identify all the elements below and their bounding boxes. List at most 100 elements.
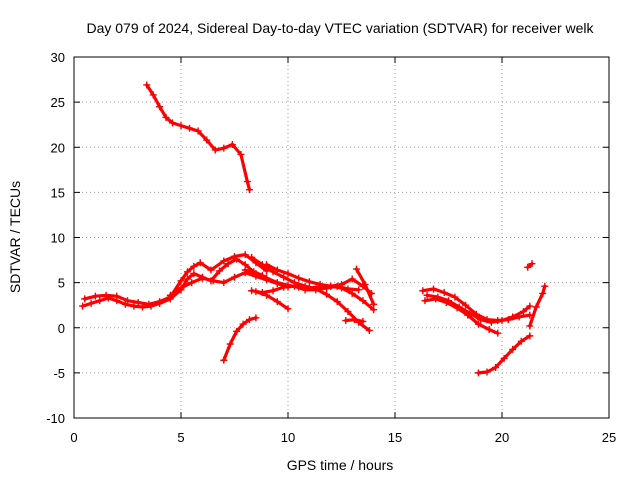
data-point — [273, 266, 281, 274]
data-point — [517, 337, 525, 345]
data-point — [248, 287, 256, 295]
data-point — [423, 291, 431, 299]
data-point — [194, 127, 202, 135]
data-point — [440, 289, 448, 297]
data-point — [316, 280, 324, 288]
data-point — [350, 316, 358, 324]
data-point — [323, 284, 331, 292]
data-point — [355, 286, 363, 294]
series-line — [145, 83, 252, 192]
data-point — [528, 260, 536, 268]
series-line — [250, 255, 371, 333]
data-point — [121, 300, 129, 308]
data-point — [237, 150, 245, 158]
data-point — [263, 274, 271, 282]
data-point — [102, 291, 110, 299]
data-point — [252, 270, 260, 278]
data-point — [519, 308, 527, 316]
data-point — [220, 356, 228, 364]
data-point — [134, 298, 142, 306]
data-point — [509, 345, 517, 353]
data-point — [348, 289, 356, 297]
data-point — [290, 282, 298, 290]
data-point — [451, 293, 459, 301]
data-point — [333, 282, 341, 290]
data-point — [419, 287, 427, 295]
data-point — [188, 279, 196, 287]
data-point — [124, 297, 131, 305]
y-tick-label: 30 — [51, 50, 65, 65]
data-point — [284, 305, 292, 313]
data-point — [190, 270, 198, 278]
data-point — [500, 354, 508, 362]
data-point — [498, 317, 506, 325]
data-point — [245, 186, 253, 194]
data-point — [81, 295, 89, 303]
data-point — [241, 251, 249, 259]
data-point — [203, 136, 211, 144]
data-point — [220, 144, 228, 152]
data-point — [509, 313, 517, 321]
data-point — [474, 320, 482, 328]
data-point — [166, 291, 174, 299]
data-point — [156, 298, 164, 306]
x-tick-label: 15 — [388, 430, 402, 445]
y-tick-label: 10 — [51, 231, 65, 246]
data-point — [239, 320, 247, 328]
data-point — [539, 289, 547, 297]
data-point — [183, 268, 191, 276]
data-point — [143, 81, 151, 89]
data-point — [273, 298, 281, 306]
series-arc-h — [252, 288, 292, 313]
data-point — [196, 259, 204, 267]
data-point — [361, 280, 369, 288]
data-point — [149, 91, 157, 99]
series-arc-e — [248, 253, 373, 334]
y-tick-label: 25 — [51, 95, 65, 110]
data-point — [248, 253, 256, 261]
data-point — [252, 314, 260, 322]
data-point — [263, 291, 271, 299]
x-tick-label: 5 — [177, 430, 184, 445]
series-line — [81, 257, 264, 309]
series-line — [528, 284, 547, 328]
data-point — [462, 301, 470, 309]
data-point — [226, 340, 234, 348]
data-point — [344, 308, 352, 316]
data-point — [284, 270, 292, 278]
data-point — [474, 369, 482, 377]
data-point — [365, 326, 373, 334]
series-arc-n — [421, 295, 502, 337]
data-point — [252, 288, 260, 296]
x-axis-title: GPS time / hours — [287, 457, 394, 473]
data-point — [487, 318, 495, 326]
data-point — [245, 316, 253, 324]
data-point — [524, 263, 532, 271]
data-point — [359, 317, 367, 325]
data-series — [79, 81, 549, 377]
data-point — [492, 363, 500, 371]
data-point — [183, 275, 191, 283]
data-point — [301, 286, 309, 294]
series-arc-a — [79, 255, 266, 311]
data-point — [485, 326, 493, 334]
data-point — [231, 273, 238, 281]
series-arc-i — [342, 316, 367, 325]
data-point — [220, 279, 228, 287]
data-point — [295, 274, 303, 282]
data-point — [526, 302, 534, 310]
x-tick-label: 25 — [602, 430, 616, 445]
data-point — [280, 283, 288, 291]
data-point — [477, 316, 485, 324]
data-point — [207, 266, 215, 274]
axis-ticks: 0 5 10 15 20 25 -10 -5 0 5 10 15 20 25 30 — [46, 50, 616, 445]
data-point — [280, 273, 288, 281]
data-point — [483, 368, 491, 376]
data-point — [231, 252, 238, 260]
x-tick-label: 0 — [70, 430, 77, 445]
x-tick-label: 10 — [281, 430, 295, 445]
data-point — [91, 292, 99, 300]
data-point — [177, 284, 185, 292]
data-point — [333, 298, 341, 306]
data-point — [352, 265, 360, 273]
